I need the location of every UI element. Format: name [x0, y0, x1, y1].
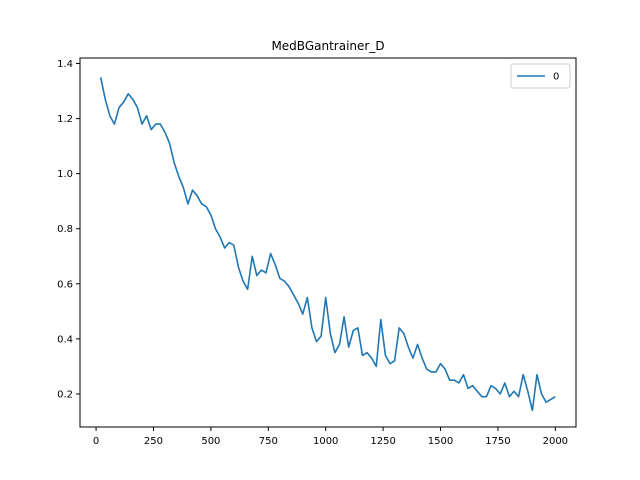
y-tick-label: 1.2	[57, 114, 73, 125]
plot-frame	[79, 57, 577, 428]
x-tick-label: 500	[201, 436, 220, 447]
y-tick-label: 0.8	[57, 224, 73, 235]
chart-title: MedBGantrainer_D	[271, 39, 384, 53]
x-tick-label: 250	[144, 436, 163, 447]
y-tick-label: 0.6	[57, 279, 73, 290]
x-axis: 0 250 500 750 1000 1250 1500 1750 2000	[93, 427, 568, 447]
series-line-0	[99, 77, 556, 412]
x-tick-label: 1250	[370, 436, 395, 447]
x-tick-label: 1500	[428, 436, 453, 447]
x-tick-label: 1000	[313, 436, 338, 447]
x-tick-label: 1750	[485, 436, 510, 447]
legend: 0	[510, 63, 571, 89]
y-tick-label: 1.4	[57, 59, 73, 70]
y-tick-label: 1.0	[57, 169, 73, 180]
x-tick-label: 0	[93, 436, 99, 447]
y-tick-label: 0.2	[57, 389, 73, 400]
x-tick-label: 2000	[543, 436, 568, 447]
plot-area	[99, 77, 556, 412]
x-tick-label: 750	[259, 436, 278, 447]
legend-label: 0	[553, 72, 559, 83]
y-axis: 0.2 0.4 0.6 0.8 1.0 1.2 1.4	[57, 59, 80, 400]
y-tick-label: 0.4	[57, 334, 73, 345]
